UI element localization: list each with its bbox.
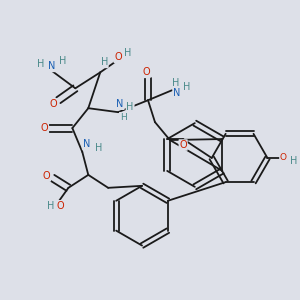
Text: N: N xyxy=(82,139,90,149)
Text: N: N xyxy=(48,61,55,71)
Text: H: H xyxy=(59,56,66,66)
Text: H: H xyxy=(290,156,297,166)
Text: O: O xyxy=(50,99,57,109)
Text: H: H xyxy=(47,201,54,211)
Text: H: H xyxy=(172,78,180,88)
Text: H: H xyxy=(124,48,132,59)
Text: H: H xyxy=(100,57,108,68)
Text: N: N xyxy=(173,88,181,98)
Text: N: N xyxy=(116,99,124,109)
Text: O: O xyxy=(57,201,64,211)
Text: O: O xyxy=(179,140,187,150)
Text: O: O xyxy=(142,68,150,77)
Text: O: O xyxy=(43,171,50,181)
Text: H: H xyxy=(183,82,190,92)
Text: O: O xyxy=(280,154,287,163)
Text: H: H xyxy=(37,59,44,69)
Text: H: H xyxy=(94,143,102,153)
Text: H: H xyxy=(126,102,134,112)
Text: O: O xyxy=(114,52,122,62)
Text: O: O xyxy=(41,123,48,133)
Text: H: H xyxy=(120,113,127,122)
